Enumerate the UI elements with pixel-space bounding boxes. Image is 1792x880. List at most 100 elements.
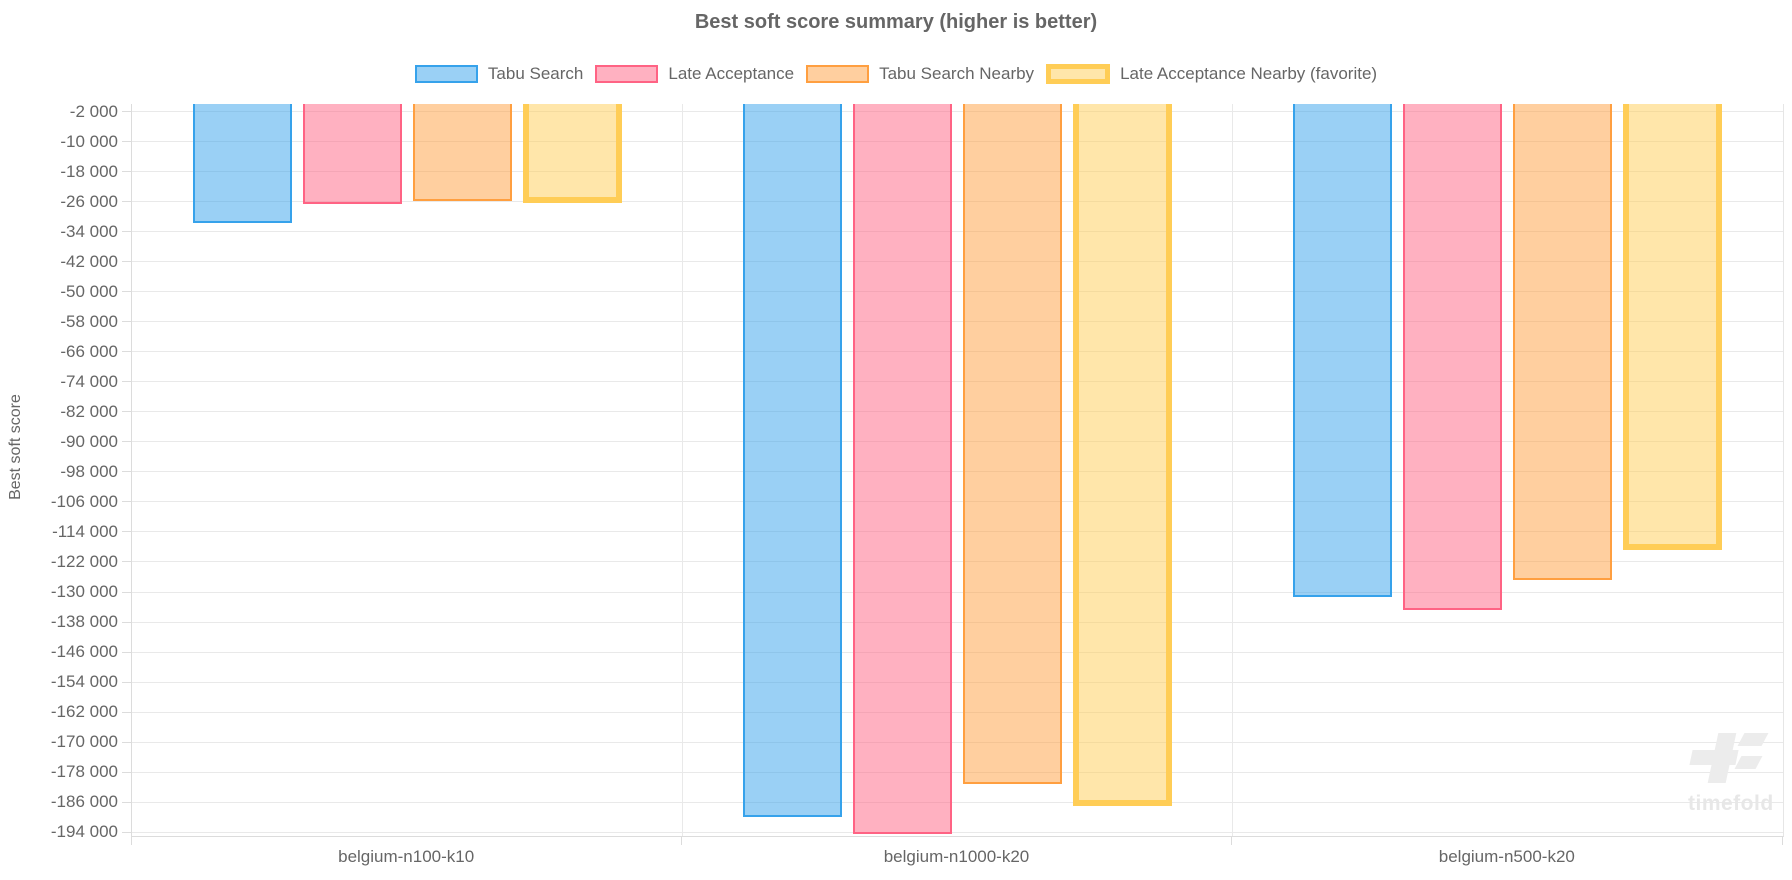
y-tick-label: -42 000 xyxy=(60,251,118,271)
y-tick-label: -66 000 xyxy=(60,341,118,361)
x-category-label: belgium-n100-k10 xyxy=(338,847,475,866)
y-tick-label: -162 000 xyxy=(50,702,118,722)
y-gridline xyxy=(132,561,1783,563)
bar[interactable] xyxy=(412,104,512,202)
y-tick-label: -146 000 xyxy=(50,642,118,662)
y-tick-label: -130 000 xyxy=(50,582,118,601)
legend-swatch xyxy=(414,65,478,83)
timefold-watermark: timefold xyxy=(1688,726,1788,821)
y-tick-label: -106 000 xyxy=(50,491,118,511)
x-category-label: belgium-n1000-k20 xyxy=(883,847,1030,866)
bar[interactable] xyxy=(1403,104,1503,611)
bar[interactable] xyxy=(1293,104,1393,598)
y-tick-label: -2 000 xyxy=(69,101,118,121)
y-tick-mark xyxy=(122,801,131,803)
y-tick-label: -194 000 xyxy=(50,822,118,842)
legend-item[interactable]: Tabu Search Nearby xyxy=(806,64,1034,84)
y-tick-mark xyxy=(122,141,131,143)
legend-item-label: Late Acceptance Nearby (favorite) xyxy=(1120,64,1378,83)
y-tick-mark xyxy=(122,231,131,233)
bar[interactable] xyxy=(743,104,842,818)
y-tick-label: -154 000 xyxy=(50,672,118,692)
bar[interactable] xyxy=(302,104,402,205)
y-tick-mark xyxy=(122,771,131,773)
y-tick-mark xyxy=(122,681,131,683)
y-tick-label: -178 000 xyxy=(50,762,118,782)
x-tick-mark xyxy=(680,837,682,845)
legend-swatch xyxy=(806,65,870,83)
y-gridline xyxy=(132,141,1783,143)
y-tick-mark xyxy=(122,741,131,743)
y-gridline xyxy=(132,711,1783,713)
y-tick-mark xyxy=(122,411,131,413)
y-gridline xyxy=(132,441,1783,443)
y-tick-label: -122 000 xyxy=(50,551,118,571)
y-tick-mark xyxy=(122,291,131,293)
y-tick-mark xyxy=(122,831,131,833)
y-tick-label: -138 000 xyxy=(50,612,118,632)
legend-item[interactable]: Late Acceptance Nearby (favorite) xyxy=(1046,64,1377,84)
y-tick-label: -34 000 xyxy=(60,221,118,241)
y-gridline xyxy=(132,831,1783,833)
bar[interactable] xyxy=(192,104,292,223)
y-gridline xyxy=(132,351,1783,353)
x-category-label: belgium-n500-k20 xyxy=(1438,847,1575,866)
y-gridline xyxy=(132,501,1783,503)
y-tick-mark xyxy=(122,471,131,473)
x-tick-mark xyxy=(1781,837,1783,845)
y-tick-mark xyxy=(122,321,131,323)
y-tick-mark xyxy=(122,351,131,353)
logo-flag-bottom xyxy=(1734,756,1763,769)
legend-item-label: Tabu Search xyxy=(487,64,584,83)
y-tick-mark xyxy=(122,651,131,653)
y-gridline xyxy=(132,111,1783,112)
bar[interactable] xyxy=(1513,104,1613,581)
y-gridline xyxy=(132,651,1783,653)
x-tick-mark xyxy=(130,837,132,845)
legend-swatch xyxy=(595,65,659,83)
y-gridline xyxy=(132,801,1783,803)
bar[interactable] xyxy=(1623,104,1723,550)
y-tick-label: -82 000 xyxy=(60,401,118,421)
plot-area xyxy=(131,104,1784,837)
y-tick-mark xyxy=(122,441,131,443)
y-gridline xyxy=(132,201,1783,203)
y-gridline xyxy=(132,591,1783,593)
logo-crossbar xyxy=(1689,750,1739,765)
y-tick-mark xyxy=(122,501,131,503)
y-tick-mark xyxy=(122,531,131,533)
legend-item-label: Tabu Search Nearby xyxy=(879,64,1035,83)
bar[interactable] xyxy=(522,104,622,203)
bar[interactable] xyxy=(963,104,1062,784)
y-gridline xyxy=(132,771,1783,773)
legend-item[interactable]: Tabu Search xyxy=(414,64,584,84)
y-tick-mark xyxy=(122,591,131,593)
y-tick-mark xyxy=(122,561,131,563)
y-tick-mark xyxy=(122,711,131,713)
y-gridline xyxy=(132,231,1783,233)
y-tick-label: -74 000 xyxy=(60,371,118,391)
y-gridline xyxy=(132,471,1783,473)
y-tick-label: -26 000 xyxy=(60,191,118,211)
category-boundary-gridline xyxy=(681,104,683,836)
y-tick-mark xyxy=(122,111,131,112)
timefold-logo-icon xyxy=(1688,726,1772,788)
y-tick-label: -90 000 xyxy=(60,431,118,451)
legend-item-label: Late Acceptance xyxy=(668,64,795,83)
legend: Tabu Search Late Acceptance Tabu Search Ne… xyxy=(0,60,1792,88)
y-tick-mark xyxy=(122,171,131,173)
y-gridline xyxy=(132,411,1783,413)
y-gridline xyxy=(132,741,1783,743)
y-tick-label: -98 000 xyxy=(60,461,118,481)
y-gridline xyxy=(132,321,1783,323)
y-tick-label: -170 000 xyxy=(50,732,118,752)
legend-item[interactable]: Late Acceptance xyxy=(595,64,794,84)
y-gridline xyxy=(132,291,1783,293)
timefold-wordmark: timefold xyxy=(1688,792,1774,815)
chart-title: Best soft score summary (higher is bette… xyxy=(694,11,1098,33)
y-gridline xyxy=(132,381,1783,383)
legend-swatch xyxy=(1046,64,1111,84)
bar[interactable] xyxy=(853,104,952,834)
bar[interactable] xyxy=(1073,104,1172,806)
